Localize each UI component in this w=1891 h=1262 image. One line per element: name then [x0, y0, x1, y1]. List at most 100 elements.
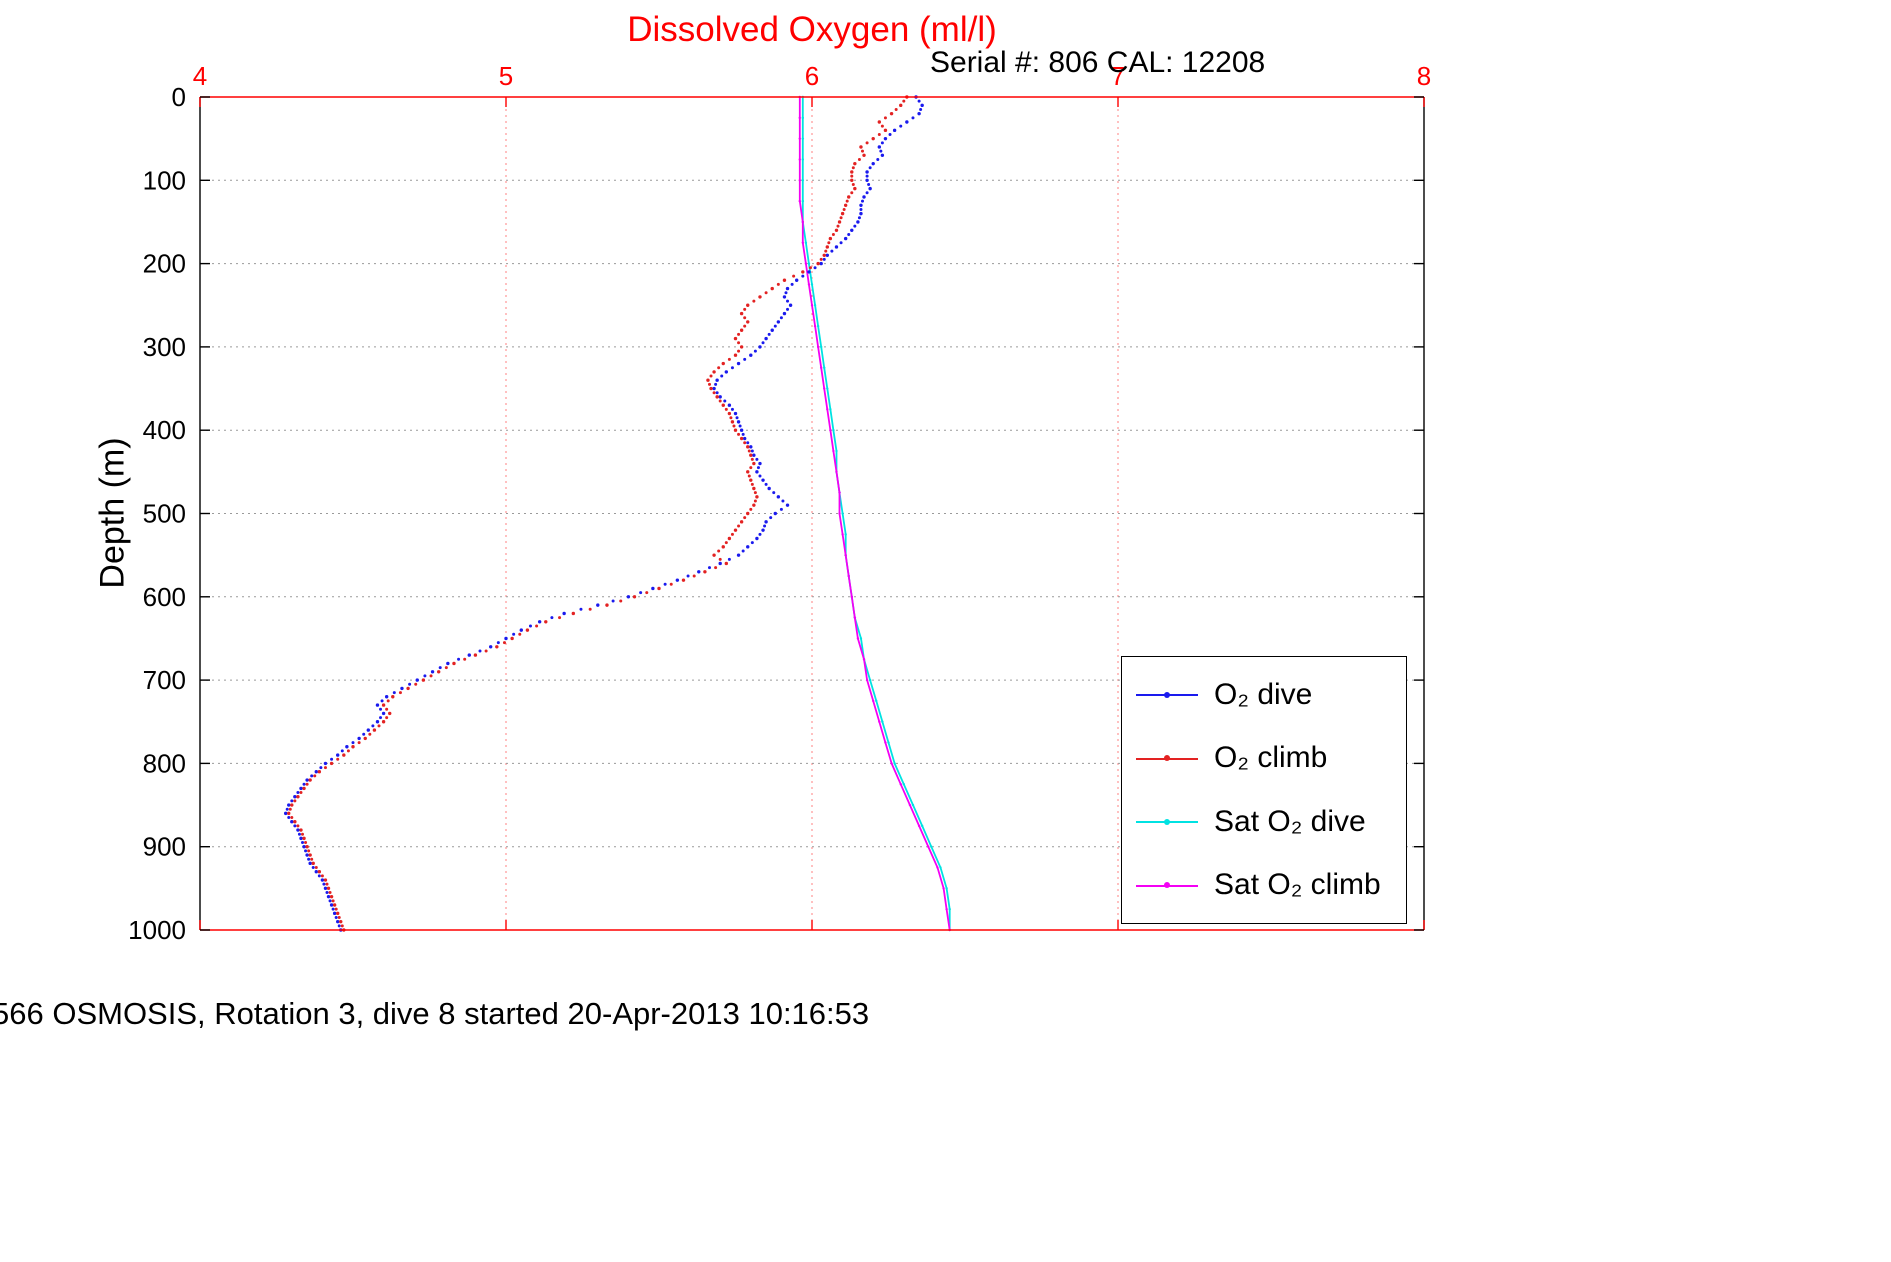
series-point: [764, 520, 768, 524]
series-point: [285, 807, 289, 811]
series-point: [727, 557, 731, 561]
series-point: [746, 445, 750, 449]
series-point: [843, 236, 848, 241]
series-point: [920, 103, 924, 108]
series-point: [323, 878, 328, 882]
series-point: [902, 783, 905, 786]
series-point: [733, 528, 738, 532]
chart-title: Dissolved Oxygen (ml/l): [627, 10, 997, 49]
series-point: [337, 924, 341, 928]
series-point: [718, 395, 722, 399]
series-point: [305, 853, 309, 857]
series-point: [919, 107, 923, 111]
series-point: [357, 741, 361, 745]
series-point: [301, 841, 305, 845]
series-point: [305, 782, 309, 786]
series-point: [429, 674, 433, 678]
series-point: [917, 824, 921, 828]
series-point: [337, 916, 341, 920]
series-point: [721, 545, 725, 549]
series-point: [839, 241, 843, 245]
series-point: [346, 749, 350, 753]
series-point: [752, 461, 756, 466]
series-point: [902, 99, 906, 103]
legend-line-swatch: [1136, 691, 1198, 698]
series-point: [681, 578, 686, 582]
series-point: [862, 658, 866, 661]
series-point: [743, 316, 747, 320]
series-point: [692, 574, 696, 578]
series-point: [736, 361, 741, 366]
y-tick-label: 400: [143, 415, 186, 445]
series-point: [287, 811, 291, 816]
series-point: [847, 574, 850, 578]
series-point: [712, 386, 716, 391]
series-point: [749, 353, 753, 357]
series-point: [339, 919, 343, 924]
series-point: [739, 428, 744, 432]
series-point: [400, 686, 404, 691]
series-point: [801, 158, 805, 161]
y-tick-label: 500: [143, 499, 186, 529]
series-point: [749, 478, 753, 482]
legend-marker-dot: [1164, 691, 1170, 698]
series-point: [504, 636, 508, 641]
series-point: [741, 549, 745, 553]
series-point: [388, 711, 392, 716]
series-point: [776, 495, 781, 499]
series-point: [784, 291, 788, 295]
series-point: [381, 703, 386, 707]
series-point: [829, 408, 832, 411]
series-point: [865, 174, 869, 178]
series-point: [877, 120, 882, 124]
series-point: [733, 411, 738, 416]
series-point: [755, 470, 759, 474]
series-point: [478, 649, 482, 653]
series-point: [739, 311, 744, 316]
series-point: [709, 386, 713, 391]
series-point: [596, 603, 600, 607]
series-point: [899, 103, 903, 108]
series-point: [319, 766, 323, 770]
series-point: [746, 511, 750, 516]
series-point: [307, 849, 311, 853]
series-point: [853, 224, 857, 228]
series-point: [334, 916, 338, 920]
series-point: [880, 153, 885, 158]
series-point: [917, 99, 921, 103]
series-point: [707, 566, 711, 570]
series-point: [850, 228, 854, 232]
series-o₂-dive: [283, 95, 924, 932]
series-point: [823, 387, 826, 390]
series-point: [865, 191, 869, 195]
series-point: [850, 595, 853, 598]
series-point: [406, 686, 410, 691]
x-tick-label: 7: [1111, 61, 1125, 91]
series-point: [945, 907, 948, 911]
series-point: [746, 470, 750, 474]
series-point: [795, 278, 799, 282]
series-point: [742, 436, 747, 441]
series-point: [888, 132, 892, 136]
series-point: [756, 466, 760, 470]
series-point: [832, 449, 835, 453]
series-point: [375, 720, 380, 724]
series-point: [351, 745, 355, 749]
series-point: [826, 408, 829, 411]
dive-caption: 566 OSMOSIS, Rotation 3, dive 8 started …: [0, 996, 870, 1031]
series-point: [340, 749, 344, 753]
series-point: [746, 320, 750, 324]
series-point: [304, 841, 308, 845]
legend-item-sat-o2-dive: Sat O₂ dive: [1122, 805, 1406, 839]
series-point: [767, 332, 771, 336]
series-point: [779, 316, 783, 320]
series-point: [296, 824, 300, 828]
x-tick-label: 5: [499, 61, 513, 91]
series-point: [750, 449, 754, 453]
y-tick-label: 200: [143, 249, 186, 279]
series-point: [290, 816, 294, 820]
series-point: [871, 161, 875, 166]
series-point: [381, 711, 386, 716]
legend-item-o2-climb: O₂ climb: [1122, 741, 1406, 775]
series-point: [834, 245, 839, 249]
